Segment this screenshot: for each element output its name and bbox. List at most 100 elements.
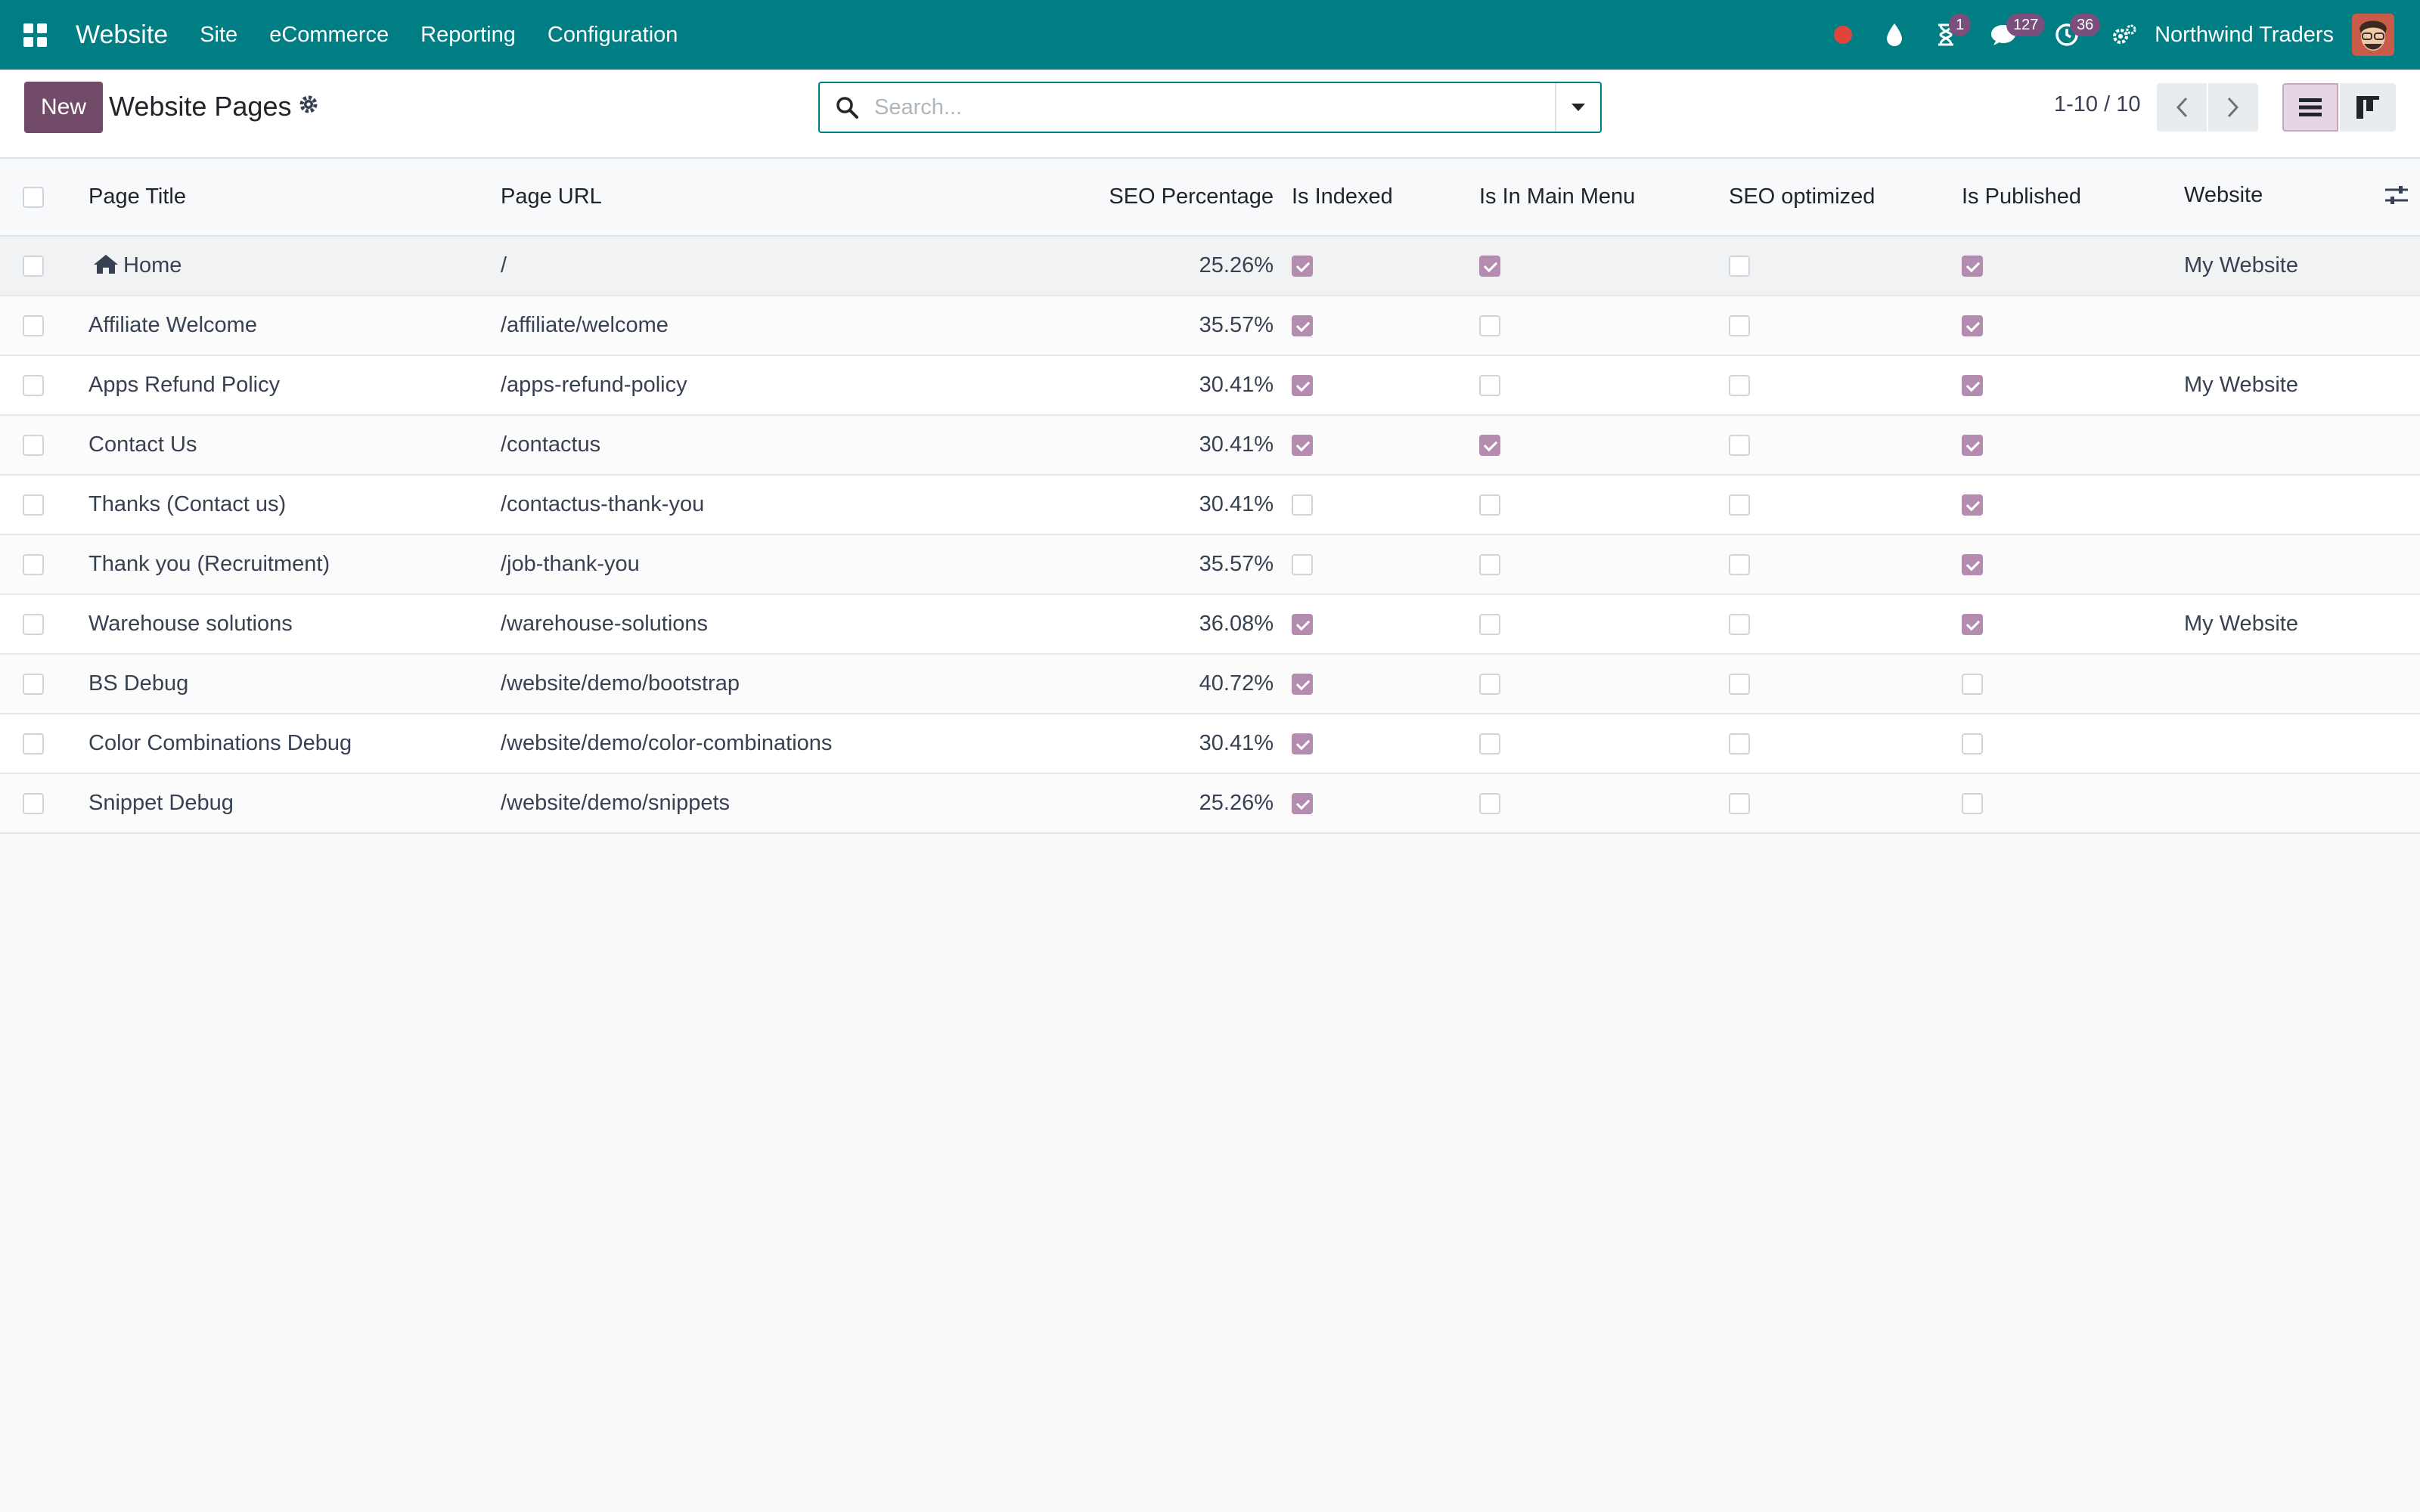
seo-percentage-cell[interactable]: 40.72% bbox=[1199, 671, 1274, 696]
list-view-button[interactable] bbox=[2282, 83, 2338, 132]
is-in-main-menu-checkbox[interactable] bbox=[1479, 435, 1500, 457]
page-url-cell[interactable]: /contactus bbox=[501, 432, 601, 457]
page-title-cell[interactable]: Thanks (Contact us) bbox=[88, 475, 501, 534]
seo-optimized-checkbox[interactable] bbox=[1729, 256, 1750, 277]
is-in-main-menu-checkbox[interactable] bbox=[1479, 375, 1500, 397]
header-seo-optimized[interactable]: SEO optimized bbox=[1729, 184, 1876, 209]
table-row[interactable]: Affiliate Welcome/affiliate/welcome 35.57… bbox=[0, 296, 2420, 355]
table-row[interactable]: Thank you (Recruitment) /job-thank-you 35.… bbox=[0, 534, 2420, 594]
is-indexed-checkbox[interactable] bbox=[1292, 375, 1313, 397]
app-brand[interactable]: Website bbox=[76, 20, 169, 49]
seo-percentage-cell[interactable]: 25.26% bbox=[1199, 253, 1274, 277]
page-title-cell[interactable]: Thank you (Recruitment) bbox=[88, 534, 501, 594]
clock-button[interactable]: 36 bbox=[2035, 0, 2101, 70]
is-published-checkbox[interactable] bbox=[1962, 435, 1983, 457]
is-in-main-menu-checkbox[interactable] bbox=[1479, 494, 1500, 516]
row-select-checkbox[interactable] bbox=[23, 494, 44, 516]
new-button[interactable]: New bbox=[24, 82, 103, 133]
kanban-view-button[interactable] bbox=[2340, 83, 2396, 132]
pager-previous-button[interactable] bbox=[2157, 83, 2207, 132]
page-title-cell[interactable]: Affiliate Welcome bbox=[88, 296, 501, 355]
header-is-in-main-menu[interactable]: Is In Main Menu bbox=[1479, 184, 1636, 209]
page-url-cell[interactable]: /job-thank-you bbox=[501, 552, 640, 576]
record-button[interactable] bbox=[1817, 0, 1869, 70]
header-is-indexed[interactable]: Is Indexed bbox=[1292, 184, 1393, 209]
header-website-label[interactable]: Website bbox=[2184, 182, 2263, 207]
is-indexed-checkbox[interactable] bbox=[1292, 435, 1313, 457]
seo-optimized-checkbox[interactable] bbox=[1729, 494, 1750, 516]
seo-percentage-cell[interactable]: 30.41% bbox=[1199, 731, 1274, 755]
seo-optimized-checkbox[interactable] bbox=[1729, 554, 1750, 576]
search-options-toggle[interactable] bbox=[1555, 83, 1600, 132]
is-published-checkbox[interactable] bbox=[1962, 375, 1983, 397]
menu-configuration[interactable]: Configuration bbox=[547, 22, 678, 47]
optional-columns-toggle[interactable] bbox=[2385, 184, 2408, 212]
table-row[interactable]: Thanks (Contact us) /contactus-thank-you 3… bbox=[0, 475, 2420, 534]
company-switcher[interactable]: Northwind Traders bbox=[2155, 22, 2334, 47]
is-published-checkbox[interactable] bbox=[1962, 733, 1983, 755]
table-row[interactable]: Apps Refund Policy/apps-refund-policy 30.… bbox=[0, 355, 2420, 415]
pager-value[interactable]: 1-10 / 10 bbox=[2054, 92, 2141, 116]
seo-percentage-cell[interactable]: 35.57% bbox=[1199, 552, 1274, 576]
is-in-main-menu-checkbox[interactable] bbox=[1479, 733, 1500, 755]
drop-button[interactable] bbox=[1869, 0, 1920, 70]
apps-menu-button[interactable] bbox=[0, 0, 70, 70]
seo-percentage-cell[interactable]: 25.26% bbox=[1199, 791, 1274, 815]
header-page-url[interactable]: Page URL bbox=[501, 184, 602, 209]
page-title-cell[interactable]: Home bbox=[88, 236, 501, 296]
website-cell[interactable]: My Website bbox=[2184, 612, 2298, 636]
is-in-main-menu-checkbox[interactable] bbox=[1479, 614, 1500, 636]
is-published-checkbox[interactable] bbox=[1962, 256, 1983, 277]
is-indexed-checkbox[interactable] bbox=[1292, 315, 1313, 337]
activity-button[interactable]: 1 bbox=[1920, 0, 1972, 70]
row-select-checkbox[interactable] bbox=[23, 733, 44, 755]
seo-percentage-cell[interactable]: 30.41% bbox=[1199, 432, 1274, 457]
website-cell[interactable] bbox=[2184, 714, 2420, 773]
page-url-cell[interactable]: /contactus-thank-you bbox=[501, 492, 705, 516]
menu-site[interactable]: Site bbox=[200, 22, 238, 47]
is-published-checkbox[interactable] bbox=[1962, 554, 1983, 576]
settings-button[interactable] bbox=[2099, 0, 2150, 70]
is-in-main-menu-checkbox[interactable] bbox=[1479, 256, 1500, 277]
page-title-cell[interactable]: Contact Us bbox=[88, 415, 501, 475]
is-in-main-menu-checkbox[interactable] bbox=[1479, 793, 1500, 815]
page-url-cell[interactable]: /warehouse-solutions bbox=[501, 612, 709, 636]
row-select-checkbox[interactable] bbox=[23, 554, 44, 576]
table-row[interactable]: Warehouse solutions/warehouse-solutions 3… bbox=[0, 594, 2420, 654]
pager-next-button[interactable] bbox=[2208, 83, 2258, 132]
seo-percentage-cell[interactable]: 30.41% bbox=[1199, 492, 1274, 516]
select-all-checkbox[interactable] bbox=[23, 187, 44, 209]
seo-optimized-checkbox[interactable] bbox=[1729, 375, 1750, 397]
menu-reporting[interactable]: Reporting bbox=[420, 22, 516, 47]
user-avatar[interactable] bbox=[2352, 14, 2394, 56]
table-row[interactable]: Snippet Debug/website/demo/snippets 25.26… bbox=[0, 773, 2420, 833]
page-title-cell[interactable]: Snippet Debug bbox=[88, 773, 501, 833]
header-is-published[interactable]: Is Published bbox=[1962, 184, 2081, 209]
seo-optimized-checkbox[interactable] bbox=[1729, 435, 1750, 457]
is-indexed-checkbox[interactable] bbox=[1292, 614, 1313, 636]
is-in-main-menu-checkbox[interactable] bbox=[1479, 554, 1500, 576]
header-seo-percentage[interactable]: SEO Percentage bbox=[1109, 184, 1274, 209]
is-published-checkbox[interactable] bbox=[1962, 494, 1983, 516]
page-title-cell[interactable]: Warehouse solutions bbox=[88, 594, 501, 654]
page-title-cell[interactable]: BS Debug bbox=[88, 654, 501, 714]
menu-ecommerce[interactable]: eCommerce bbox=[269, 22, 389, 47]
website-cell[interactable]: My Website bbox=[2184, 253, 2298, 277]
website-cell[interactable] bbox=[2184, 534, 2420, 594]
table-row[interactable]: Home / 25.26% My Website bbox=[0, 236, 2420, 296]
search-input[interactable] bbox=[873, 89, 1523, 125]
table-row[interactable]: BS Debug/website/demo/bootstrap 40.72% bbox=[0, 654, 2420, 714]
is-in-main-menu-checkbox[interactable] bbox=[1479, 674, 1500, 696]
page-url-cell[interactable]: /website/demo/bootstrap bbox=[501, 671, 740, 696]
is-published-checkbox[interactable] bbox=[1962, 793, 1983, 815]
row-select-checkbox[interactable] bbox=[23, 614, 44, 636]
row-select-checkbox[interactable] bbox=[23, 315, 44, 337]
is-indexed-checkbox[interactable] bbox=[1292, 554, 1313, 576]
seo-optimized-checkbox[interactable] bbox=[1729, 793, 1750, 815]
seo-optimized-checkbox[interactable] bbox=[1729, 614, 1750, 636]
row-select-checkbox[interactable] bbox=[23, 375, 44, 397]
actions-gear-button[interactable] bbox=[298, 94, 319, 119]
is-published-checkbox[interactable] bbox=[1962, 315, 1983, 337]
page-title-cell[interactable]: Color Combinations Debug bbox=[88, 714, 501, 773]
is-published-checkbox[interactable] bbox=[1962, 674, 1983, 696]
